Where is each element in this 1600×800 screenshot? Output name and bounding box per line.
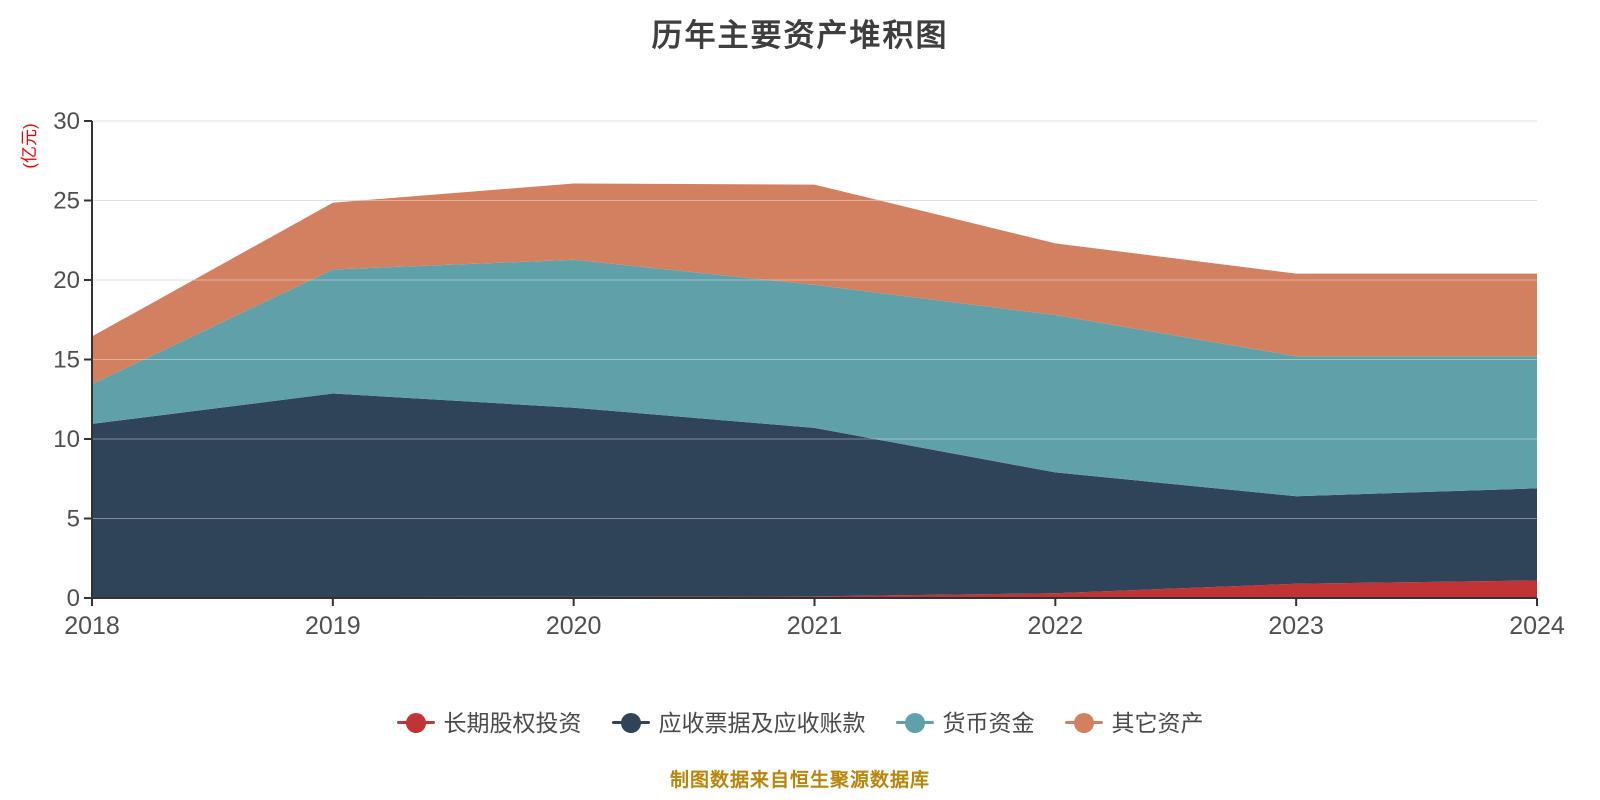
legend-item-notes-and-accounts-receivable[interactable]: 应收票据及应收账款 (611, 708, 866, 738)
x-tick-label-2024: 2024 (1509, 612, 1565, 640)
y-tick-label-0: 0 (67, 585, 80, 612)
legend-dot-icon (904, 713, 925, 733)
legend-label: 货币资金 (942, 710, 1035, 736)
legend-dot-icon (405, 713, 426, 733)
x-tick-label-2023: 2023 (1268, 612, 1324, 640)
y-tick-label-10: 10 (53, 426, 80, 453)
y-tick-label-20: 20 (53, 267, 80, 294)
x-tick-label-2022: 2022 (1028, 612, 1084, 640)
line-series-legend-icon (895, 711, 934, 735)
legend-label: 长期股权投资 (443, 710, 582, 736)
chart-title: 历年主要资产堆积图 (651, 18, 949, 53)
y-tick-label-5: 5 (67, 506, 80, 533)
legend-label: 其它资产 (1111, 710, 1204, 736)
line-series-legend-icon (1064, 711, 1103, 735)
chart-legend: 长期股权投资 应收票据及应收账款 货币资金 其它资产 (0, 708, 1600, 738)
legend-label: 应收票据及应收账款 (658, 710, 866, 736)
legend-item-other-assets[interactable]: 其它资产 (1064, 708, 1204, 738)
legend-item-monetary-funds[interactable]: 货币资金 (895, 708, 1035, 738)
line-series-legend-icon (611, 711, 650, 735)
area-series-long-term-equity-investment[interactable] (92, 580, 1537, 599)
area-series-monetary-funds[interactable] (92, 259, 1537, 497)
x-tick-label-2021: 2021 (787, 612, 843, 640)
legend-dot-icon (620, 713, 641, 733)
legend-dot-icon (1073, 713, 1094, 733)
line-series-legend-icon (396, 711, 435, 735)
x-tick-label-2020: 2020 (546, 612, 602, 640)
x-tick-label-2018: 2018 (64, 612, 120, 640)
area-series-notes-and-accounts-receivable[interactable] (92, 393, 1537, 598)
y-tick-label-15: 15 (53, 347, 80, 374)
legend-item-long-term-equity-investment[interactable]: 长期股权投资 (396, 708, 582, 738)
y-tick-label-25: 25 (53, 188, 80, 215)
y-tick-label-30: 30 (53, 108, 80, 135)
data-source-note: 制图数据来自恒生聚源数据库 (669, 770, 930, 791)
x-tick-label-2019: 2019 (305, 612, 361, 640)
area-series-other-assets[interactable] (92, 183, 1537, 385)
